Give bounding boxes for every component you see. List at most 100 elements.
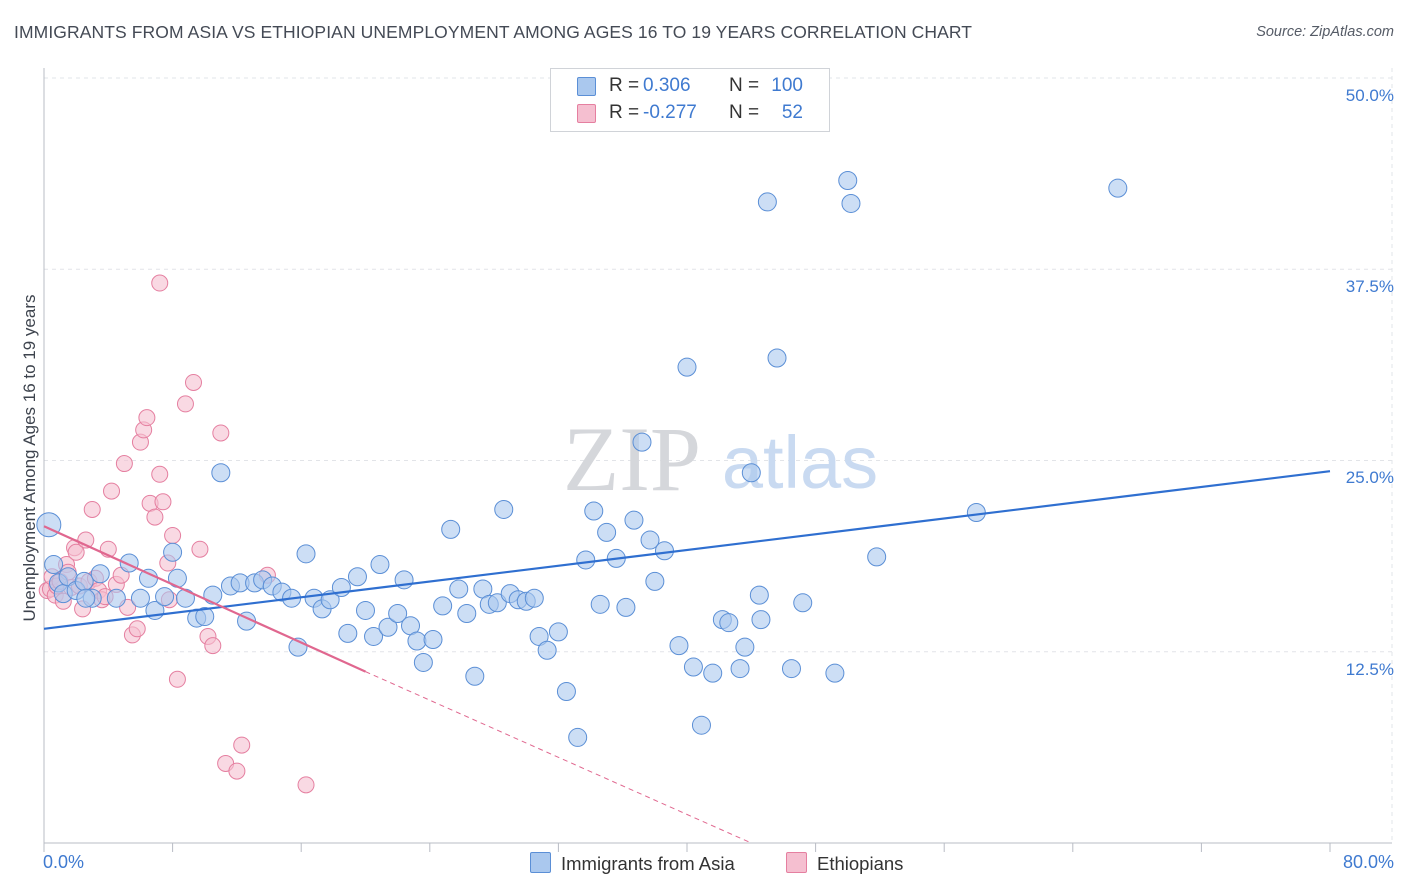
asia-point bbox=[781, 659, 801, 679]
y-axis-label: Unemployment Among Ages 16 to 19 years bbox=[20, 294, 39, 622]
asia-point bbox=[106, 588, 126, 608]
asia-point bbox=[487, 593, 507, 613]
asia-point bbox=[74, 571, 94, 591]
legend-n-value: 52 bbox=[781, 102, 803, 123]
asia-point bbox=[407, 631, 427, 651]
source-credit: Source: ZipAtlas.com bbox=[1256, 24, 1394, 40]
y-tick-label: 37.5% bbox=[1345, 277, 1394, 296]
ethiopians-point bbox=[103, 482, 121, 500]
asia-point bbox=[556, 682, 576, 702]
asia-point bbox=[966, 503, 986, 523]
ethiopians-point bbox=[83, 500, 101, 518]
asia-point bbox=[749, 585, 769, 605]
asia-point bbox=[584, 501, 604, 521]
asia-point bbox=[691, 715, 711, 735]
asia-point bbox=[356, 600, 375, 620]
ethiopians-point bbox=[154, 493, 172, 511]
correlation-legend: R = 0.306 N = 100 R = -0.277 N = 52 bbox=[550, 68, 830, 132]
asia-point bbox=[669, 636, 689, 656]
ethiopians-point bbox=[151, 465, 169, 483]
asia-point bbox=[537, 640, 557, 660]
legend-r-label: R = bbox=[609, 102, 640, 123]
ethiopians-point bbox=[212, 424, 230, 442]
ethiopians-trend-extension bbox=[365, 671, 752, 844]
asia-point bbox=[195, 607, 215, 627]
legend-n-value: 100 bbox=[771, 75, 803, 96]
asia-point bbox=[378, 617, 398, 637]
bottom-legend-label: Ethiopians bbox=[817, 853, 904, 874]
asia-point bbox=[757, 192, 777, 212]
bottom-legend-label: Immigrants from Asia bbox=[561, 853, 735, 874]
asia-point bbox=[597, 522, 617, 542]
asia-point bbox=[296, 544, 316, 564]
asia-point bbox=[347, 567, 367, 587]
asia-trend-line bbox=[43, 470, 1331, 630]
ethiopians-point bbox=[115, 455, 133, 473]
y-tick-label: 25.0% bbox=[1345, 468, 1394, 487]
asia-point bbox=[163, 542, 183, 562]
asia-point bbox=[645, 571, 665, 591]
asia-point bbox=[548, 622, 568, 642]
bottom-legend-swatch-blue bbox=[530, 852, 551, 873]
asia-point bbox=[683, 657, 703, 677]
asia-point bbox=[44, 555, 64, 575]
asia-point bbox=[76, 588, 96, 608]
legend-r-label: R = bbox=[609, 75, 640, 96]
ethiopians-point bbox=[184, 373, 202, 391]
asia-point bbox=[338, 623, 358, 643]
ethiopians-point bbox=[146, 508, 164, 526]
asia-point bbox=[155, 587, 175, 607]
bottom-legend-ethiopians: Ethiopians bbox=[786, 852, 903, 875]
ethiopians-point bbox=[191, 540, 209, 558]
asia-point bbox=[838, 171, 858, 191]
asia-point bbox=[825, 663, 845, 683]
asia-point bbox=[568, 727, 588, 747]
asia-point bbox=[388, 604, 408, 623]
ethiopians-trend-line bbox=[43, 525, 366, 673]
ethiopians-point bbox=[168, 670, 186, 688]
legend-swatch-pink bbox=[577, 104, 596, 123]
asia-point bbox=[138, 568, 158, 588]
watermark-atlas: atlas bbox=[722, 421, 878, 504]
watermark-zip: ZIP bbox=[563, 408, 701, 510]
asia-point bbox=[457, 604, 477, 623]
asia-point bbox=[423, 630, 443, 650]
asia-point bbox=[524, 588, 544, 608]
ethiopians-point bbox=[228, 762, 246, 780]
asia-point bbox=[370, 555, 390, 575]
asia-point bbox=[624, 510, 644, 530]
ethiopians-point bbox=[204, 637, 222, 655]
asia-point bbox=[654, 541, 674, 561]
asia-point bbox=[211, 463, 231, 483]
asia-point bbox=[441, 519, 461, 539]
asia-point bbox=[1108, 178, 1128, 198]
ethiopians-point bbox=[233, 736, 251, 754]
asia-point bbox=[130, 588, 150, 608]
asia-point bbox=[719, 613, 739, 633]
y-tick-label: 50.0% bbox=[1345, 86, 1394, 105]
axes bbox=[43, 68, 1392, 852]
ethiopians-point bbox=[176, 395, 194, 413]
asia-point bbox=[494, 499, 514, 519]
legend-row-ethiopians: R = -0.277 N = 52 bbox=[551, 100, 829, 126]
asia-point bbox=[413, 652, 433, 672]
ethiopians-point bbox=[128, 620, 146, 638]
ethiopians-point bbox=[138, 409, 156, 427]
asia-point bbox=[449, 579, 469, 599]
asia-point bbox=[433, 596, 453, 616]
asia-point bbox=[364, 626, 384, 646]
asia-point bbox=[576, 550, 596, 570]
asia-point bbox=[590, 594, 610, 614]
legend-swatch-blue bbox=[577, 77, 596, 96]
asia-point bbox=[751, 610, 771, 630]
asia-point bbox=[616, 597, 636, 617]
asia-point bbox=[640, 530, 660, 550]
ethiopians-point bbox=[67, 543, 85, 561]
ethiopians-points bbox=[38, 274, 315, 794]
asia-point bbox=[841, 193, 861, 213]
asia-point bbox=[465, 666, 485, 686]
asia-point bbox=[730, 659, 750, 679]
asia-point bbox=[793, 593, 813, 613]
bottom-legend-asia: Immigrants from Asia bbox=[530, 852, 735, 875]
